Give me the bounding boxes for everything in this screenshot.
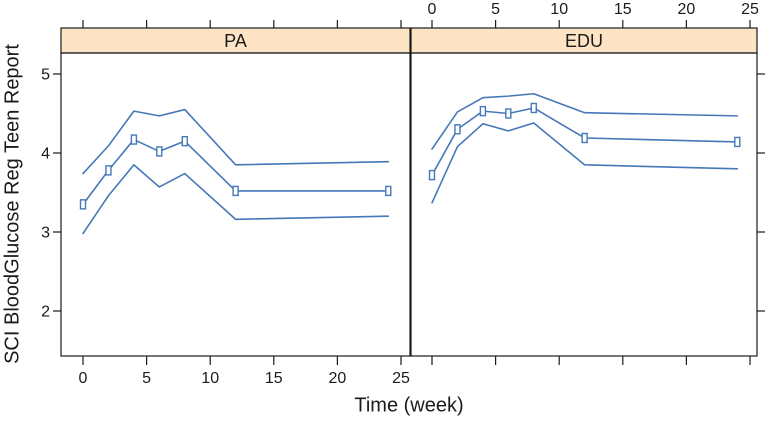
- edu-mean-marker: [454, 124, 461, 135]
- bottom-tick-label: 25: [392, 370, 410, 387]
- strip-edu: [410, 27, 758, 54]
- edu-mean-marker: [428, 169, 436, 181]
- pa-mean-marker: [232, 185, 239, 197]
- pa-mean-marker: [130, 134, 138, 145]
- pa-upper-line: [82, 108, 390, 175]
- pa-mean-marker: [156, 146, 163, 157]
- y-axis-title: SCI BloodGlucose Reg Teen Report: [1, 44, 24, 364]
- y-tick-label: 5: [41, 67, 50, 84]
- pa-mean-marker: [105, 165, 112, 176]
- pa-lower-line: [82, 164, 390, 235]
- pa-mean-marker: [385, 185, 392, 197]
- top-tick-label: 5: [491, 1, 500, 18]
- bottom-tick-label: 20: [329, 370, 347, 387]
- panel-frame-edu: [410, 52, 758, 357]
- edu-mean-marker: [479, 105, 487, 117]
- top-tick-label: 20: [678, 1, 696, 18]
- edu-mean-marker: [505, 108, 512, 119]
- pa-mean-marker: [79, 199, 87, 210]
- strip-label-pa: PA: [224, 31, 247, 51]
- top-tick-label: 10: [550, 1, 568, 18]
- bottom-tick-label: 5: [142, 370, 151, 387]
- y-tick-label: 2: [41, 304, 50, 321]
- top-tick-label: 25: [741, 1, 759, 18]
- top-tick-label: 0: [428, 1, 437, 18]
- bottom-tick-label: 0: [79, 370, 88, 387]
- top-tick-label: 15: [614, 1, 632, 18]
- edu-mean-marker: [581, 132, 588, 144]
- bottom-tick-label: 10: [201, 370, 219, 387]
- y-tick-label: 4: [41, 146, 50, 163]
- y-tick-label: 3: [41, 225, 50, 242]
- bottom-tick-label: 15: [265, 370, 283, 387]
- edu-upper-line: [431, 92, 739, 150]
- edu-lower-line: [431, 122, 739, 204]
- strip-label-edu: EDU: [565, 31, 603, 51]
- edu-mean-marker: [530, 102, 537, 114]
- strip-pa: [60, 27, 411, 54]
- panel-frame-pa: [60, 52, 411, 357]
- pa-mean-marker: [181, 135, 188, 147]
- edu-mean-marker: [734, 136, 741, 148]
- x-axis-title: Time (week): [354, 394, 464, 417]
